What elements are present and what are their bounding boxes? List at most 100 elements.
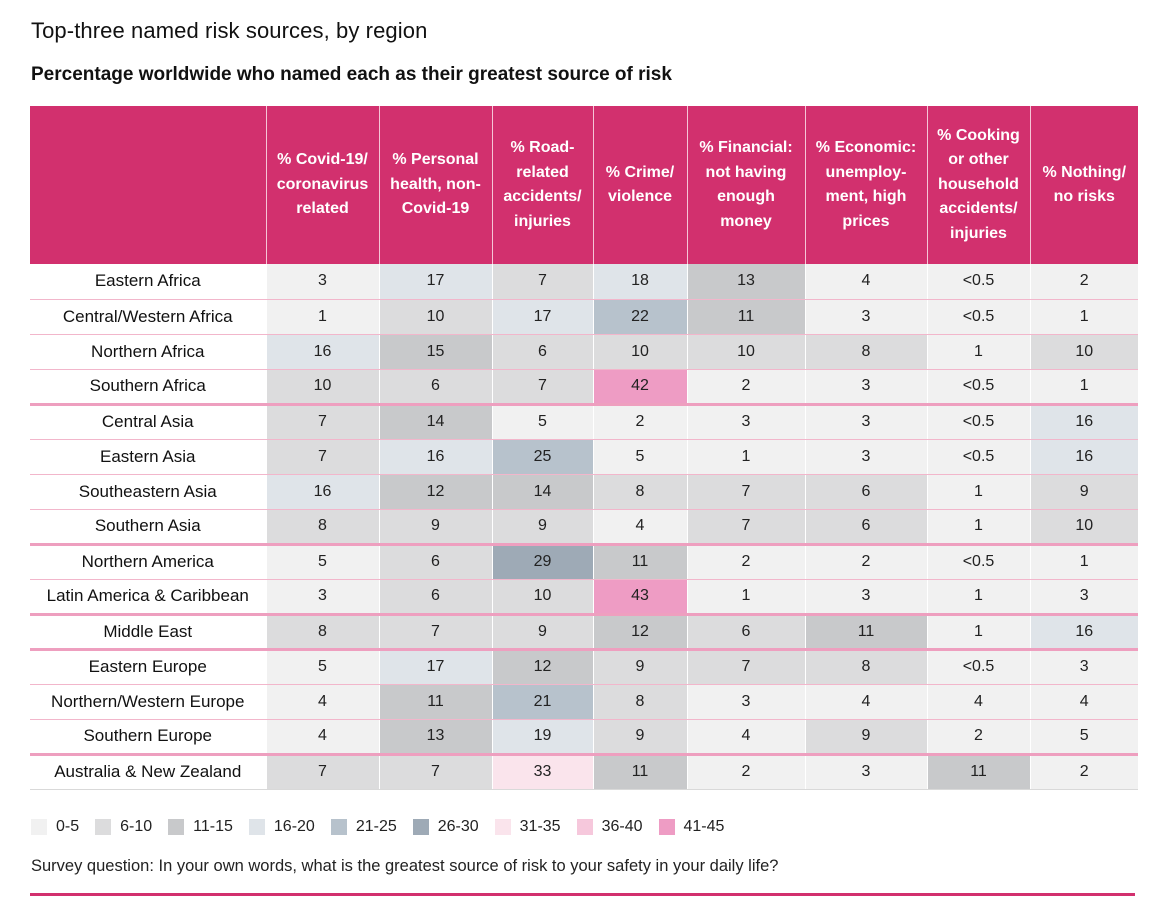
- heatmap-cell: 14: [491, 474, 593, 510]
- heatmap-cell: 17: [378, 264, 492, 300]
- table-row: Central Asia 7 14 5 2 3 3 <0.5 16: [30, 404, 1138, 440]
- heatmap-cell: 7: [265, 754, 379, 790]
- heatmap-cell: 7: [686, 474, 805, 510]
- heatmap-cell: <0.5: [926, 264, 1030, 300]
- heatmap-cell: 1: [926, 334, 1030, 370]
- table-row: Latin America & Caribbean 3 6 10 43 1 3 1 3: [30, 579, 1138, 616]
- region-label: Northern Africa: [30, 334, 266, 370]
- heatmap-cell: 2: [686, 754, 805, 790]
- legend-label: 26-30: [437, 818, 479, 835]
- heatmap-cell: 16: [1029, 439, 1138, 475]
- heatmap-cell: 2: [592, 404, 687, 440]
- heatmap-cell: 9: [378, 509, 492, 546]
- heatmap-cell: 9: [592, 719, 687, 756]
- heatmap-cell: 10: [1029, 509, 1138, 546]
- heatmap-cell: 7: [378, 614, 492, 651]
- column-header: % Road-related accidents/injuries: [491, 106, 593, 264]
- table-row: Southern Asia 8 9 9 4 7 6 1 10: [30, 509, 1138, 546]
- table-row: Central/Western Africa 1 10 17 22 11 3 <0.5 1: [30, 299, 1138, 335]
- bottom-rule: [30, 893, 1135, 896]
- region-label: Central/Western Africa: [30, 299, 266, 335]
- heatmap-cell: 11: [378, 684, 492, 720]
- heatmap-cell: 4: [804, 264, 927, 300]
- heatmap-cell: 25: [491, 439, 593, 475]
- table-row: Southern Europe 4 13 19 9 4 9 2 5: [30, 719, 1138, 756]
- heatmap-cell: 7: [491, 264, 593, 300]
- heatmap-cell: 3: [804, 404, 927, 440]
- heatmap-cell: 10: [1029, 334, 1138, 370]
- heatmap-cell: 8: [804, 649, 927, 685]
- legend-swatch: [248, 819, 265, 835]
- legend-label: 16-20: [273, 818, 315, 835]
- heatmap-cell: 43: [592, 579, 687, 616]
- heatmap-cell: 16: [378, 439, 492, 475]
- heatmap-cell: 4: [926, 684, 1030, 720]
- header-row: % Covid-19/coronavirus related% Personal h…: [30, 106, 1138, 264]
- heatmap-cell: 6: [378, 369, 492, 406]
- heatmap-cell: 10: [265, 369, 379, 406]
- table-row: Northern America 5 6 29 11 2 2 <0.5 1: [30, 544, 1138, 580]
- table-row: Eastern Africa 3 17 7 18 13 4 <0.5 2: [30, 264, 1138, 300]
- heatmap-cell: 8: [592, 474, 687, 510]
- legend-item: 0-5: [31, 818, 95, 836]
- heatmap-cell: 12: [378, 474, 492, 510]
- heatmap-cell: 3: [804, 754, 927, 790]
- heatmap-cell: 10: [491, 579, 593, 616]
- column-header: % Crime/violence: [592, 106, 687, 264]
- heatmap-cell: 19: [491, 719, 593, 756]
- heatmap-cell: 3: [1029, 649, 1138, 685]
- region-label: Eastern Asia: [30, 439, 266, 475]
- legend-item: 21-25: [330, 818, 413, 836]
- heatmap-cell: 1: [686, 439, 805, 475]
- heatmap-cell: 2: [1029, 264, 1138, 300]
- heatmap-cell: 11: [686, 299, 805, 335]
- legend: 0-5 6-10 11-15 16-20 21-25 26-30 31-35 36-40 41-…: [31, 818, 740, 836]
- legend-swatch: [412, 819, 429, 835]
- heatmap-cell: 4: [265, 684, 379, 720]
- table-row: Middle East 8 7 9 12 6 11 1 16: [30, 614, 1138, 651]
- region-label: Eastern Africa: [30, 264, 266, 300]
- heatmap-cell: 11: [926, 754, 1030, 790]
- region-label: Northern/Western Europe: [30, 684, 266, 720]
- header-region: [30, 106, 266, 264]
- heatmap-cell: 2: [1029, 754, 1138, 790]
- heatmap-cell: 6: [491, 334, 593, 370]
- heatmap-cell: 4: [686, 719, 805, 756]
- legend-label: 31-35: [519, 818, 561, 835]
- heatmap-cell: 4: [804, 684, 927, 720]
- table-row: Northern Africa 16 15 6 10 10 8 1 10: [30, 334, 1138, 370]
- heatmap-cell: <0.5: [926, 439, 1030, 475]
- heatmap-cell: 6: [378, 544, 492, 580]
- heatmap-cell: 21: [491, 684, 593, 720]
- heatmap-cell: 16: [265, 474, 379, 510]
- legend-swatch: [31, 819, 47, 835]
- heatmap-cell: 1: [1029, 299, 1138, 335]
- heatmap-cell: 7: [265, 404, 379, 440]
- heatmap-cell: 10: [686, 334, 805, 370]
- heatmap-cell: <0.5: [926, 299, 1030, 335]
- heatmap-cell: 15: [378, 334, 492, 370]
- table-body: Eastern Africa 3 17 7 18 13 4 <0.5 2 Central/West…: [30, 264, 1138, 790]
- legend-label: 11-15: [193, 818, 233, 835]
- legend-item: 6-10: [95, 818, 168, 836]
- heatmap-cell: 2: [686, 369, 805, 406]
- heatmap-cell: 5: [491, 404, 593, 440]
- region-label: Latin America & Caribbean: [30, 579, 266, 616]
- legend-item: 31-35: [494, 818, 577, 836]
- column-header: % Cooking or other household accidents/inju…: [926, 106, 1030, 264]
- heatmap-cell: 10: [592, 334, 687, 370]
- legend-label: 36-40: [601, 818, 643, 835]
- heatmap-cell: 4: [1029, 684, 1138, 720]
- table-row: Eastern Asia 7 16 25 5 1 3 <0.5 16: [30, 439, 1138, 475]
- legend-swatch: [330, 819, 347, 835]
- heatmap-cell: 17: [491, 299, 593, 335]
- heatmap-cell: 1: [1029, 544, 1138, 580]
- heatmap-cell: 3: [804, 439, 927, 475]
- heatmap-cell: 11: [592, 754, 687, 790]
- table-row: Southeastern Asia 16 12 14 8 7 6 1 9: [30, 474, 1138, 510]
- heatmap-cell: 2: [804, 544, 927, 580]
- legend-label: 6-10: [120, 818, 153, 835]
- region-label: Southern Africa: [30, 369, 266, 406]
- legend-label: 21-25: [355, 818, 397, 835]
- heatmap-cell: <0.5: [926, 544, 1030, 580]
